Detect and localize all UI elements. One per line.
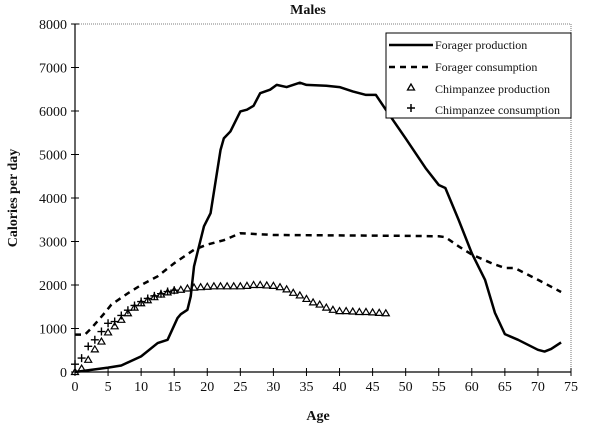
chart-title: Males	[290, 3, 326, 18]
chimpanzee-production-point	[288, 288, 298, 296]
x-tick-label: 20	[200, 380, 214, 395]
x-axis-label: Age	[306, 409, 329, 424]
chimpanzee-production-point	[229, 281, 239, 290]
chimpanzee-production-point	[189, 282, 199, 291]
chimpanzee-production-point	[182, 283, 192, 292]
chimpanzee-production-point	[249, 280, 259, 289]
legend-plus-icon	[407, 104, 415, 112]
chimpanzee-production-point	[123, 308, 133, 317]
legend-label: Forager production	[435, 38, 527, 52]
chimpanzee-consumption-point	[137, 297, 146, 306]
chimpanzee-consumption-point	[156, 289, 165, 298]
chimpanzee-production-point	[374, 308, 384, 316]
chimpanzee-production-point	[268, 281, 278, 289]
chimpanzee-production-point	[361, 307, 371, 316]
chimpanzee-consumption-point	[123, 306, 132, 315]
chimpanzee-production-point	[96, 336, 106, 345]
chimpanzee-production-point	[341, 306, 351, 315]
chimpanzee-production-point	[70, 367, 80, 376]
chimpanzee-production-point	[222, 281, 232, 290]
chimpanzee-production-point	[110, 321, 120, 330]
y-tick-label: 6000	[39, 105, 67, 120]
chimpanzee-production-point	[354, 307, 364, 316]
chimpanzee-consumption-point	[71, 360, 79, 369]
chimpanzee-consumption-point	[97, 327, 106, 336]
x-tick-label: 5	[105, 380, 112, 395]
legend-label: Forager consumption	[435, 60, 537, 74]
y-axis-label: Calories per day	[6, 149, 21, 248]
chimpanzee-production-point	[215, 281, 226, 290]
chimpanzee-production-point	[202, 282, 212, 290]
chimpanzee-production-point	[143, 295, 153, 304]
forager-production-line	[74, 81, 562, 374]
chimpanzee-consumption-point	[84, 342, 93, 351]
x-tick-label: 10	[134, 380, 148, 395]
chimpanzee-consumption-point	[110, 317, 119, 326]
y-tick-label: 1000	[39, 323, 67, 338]
chimpanzee-production-point	[308, 297, 318, 306]
y-tick-label: 0	[60, 366, 67, 381]
chimpanzee-production-point	[328, 305, 338, 313]
chimpanzee-consumption-point	[163, 287, 172, 296]
y-tick-label: 2000	[39, 279, 67, 294]
y-tick-label: 5000	[39, 149, 67, 164]
chimpanzee-production-point	[282, 284, 292, 293]
chimpanzee-production-point	[136, 298, 146, 307]
x-tick-label: 25	[233, 380, 247, 395]
x-tick-label: 60	[465, 380, 479, 395]
chimpanzee-production-point	[196, 282, 206, 291]
x-tick-label: 45	[366, 380, 380, 395]
chimpanzee-production-point	[315, 299, 325, 308]
chimpanzee-consumption-point	[77, 354, 86, 363]
chimpanzee-production-point	[103, 327, 113, 336]
chimpanzee-production-point	[381, 308, 391, 317]
chimpanzee-production-point	[242, 281, 252, 289]
chimpanzee-production-point	[262, 280, 272, 289]
chimpanzee-production-point	[275, 282, 285, 291]
x-tick-label: 75	[564, 380, 578, 395]
chimpanzee-consumption-point	[150, 291, 159, 300]
chimpanzee-production-point	[368, 307, 378, 316]
legend-label: Chimpanzee production	[435, 82, 550, 96]
y-tick-label: 7000	[39, 62, 67, 77]
chimpanzee-production-point	[334, 306, 345, 315]
x-tick-label: 70	[531, 380, 545, 395]
chimpanzee-consumption-point	[117, 311, 126, 320]
chimpanzee-consumption-point	[170, 286, 179, 295]
chimpanzee-consumption-point	[130, 301, 139, 310]
chimpanzee-consumption-point	[104, 319, 113, 328]
legend: Forager production Forager consumption C…	[385, 32, 572, 119]
x-tick-label: 0	[72, 380, 79, 395]
x-tick-label: 50	[399, 380, 413, 395]
y-tick-label: 8000	[39, 18, 67, 33]
y-tick-label: 3000	[39, 236, 67, 251]
x-tick-label: 55	[432, 380, 446, 395]
chimpanzee-production-point	[176, 285, 186, 293]
chimpanzee-production-point	[348, 306, 358, 315]
chimpanzee-production-point	[301, 294, 312, 303]
y-tick-label: 4000	[39, 192, 67, 207]
chimpanzee-production-point	[235, 281, 245, 290]
legend-triangle-icon	[406, 82, 416, 91]
chimpanzee-production-point	[321, 302, 331, 311]
chimpanzee-production-point	[129, 302, 140, 311]
chimpanzee-production-point	[255, 280, 265, 289]
x-tick-label: 30	[266, 380, 280, 395]
chimpanzee-production-point	[77, 363, 87, 372]
forager-consumption-line	[75, 231, 562, 336]
chimpanzee-production-point	[209, 281, 219, 290]
chimpanzee-consumption-point	[90, 335, 99, 344]
chimpanzee-production-point	[116, 315, 126, 323]
chimpanzee-consumption-point	[143, 294, 152, 303]
chimpanzee-production-point	[83, 355, 93, 363]
chimpanzee-production-point	[295, 290, 305, 299]
x-tick-label: 15	[167, 380, 181, 395]
x-tick-label: 35	[299, 380, 313, 395]
legend-label: Chimpanzee consumption	[435, 103, 560, 117]
x-tick-label: 40	[333, 380, 347, 395]
chimpanzee-production-point	[90, 344, 100, 353]
x-tick-label: 65	[498, 380, 512, 395]
